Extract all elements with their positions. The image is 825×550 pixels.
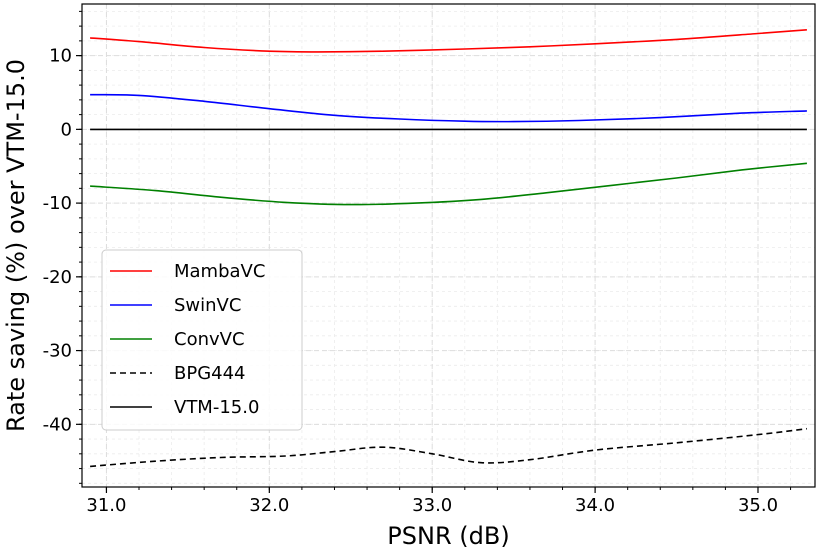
series-line-convvc xyxy=(90,162,807,206)
y-axis-label: Rate saving (%) over VTM-15.0 xyxy=(2,59,30,432)
x-axis-label: PSNR (dB) xyxy=(387,522,509,550)
series-group xyxy=(90,29,807,468)
y-tick-label: -30 xyxy=(43,341,72,362)
legend-label-swinvc: SwinVC xyxy=(174,295,241,316)
y-tick-label: -40 xyxy=(43,414,72,435)
grid xyxy=(82,4,815,487)
x-tick-label: 35.0 xyxy=(738,495,778,516)
series-line-mambavc xyxy=(90,29,807,53)
y-tick-label: 0 xyxy=(61,119,72,140)
y-tick-label: -20 xyxy=(43,267,72,288)
x-tick-label: 31.0 xyxy=(86,495,126,516)
series-line-swinvc xyxy=(90,93,807,123)
plot-frame xyxy=(81,3,816,488)
ticks: 31.0 32.0 33.0 34.0 35.0 -40 -30 -20 -10 0 10 xyxy=(43,10,792,516)
legend: MambaVC SwinVC ConvVC BPG444 VTM-15.0 xyxy=(101,249,303,431)
series-line-bpg444 xyxy=(90,427,807,468)
legend-label-vtm-15-0: VTM-15.0 xyxy=(174,397,259,418)
x-tick-label: 34.0 xyxy=(575,495,615,516)
legend-label-bpg444: BPG444 xyxy=(174,363,246,384)
x-tick-label: 32.0 xyxy=(249,495,289,516)
legend-box xyxy=(101,249,303,431)
y-tick-label: 10 xyxy=(49,46,72,67)
legend-label-mambavc: MambaVC xyxy=(174,261,265,282)
legend-label-convvc: ConvVC xyxy=(174,329,245,350)
y-tick-label: -10 xyxy=(43,193,72,214)
x-tick-label: 33.0 xyxy=(412,495,452,516)
